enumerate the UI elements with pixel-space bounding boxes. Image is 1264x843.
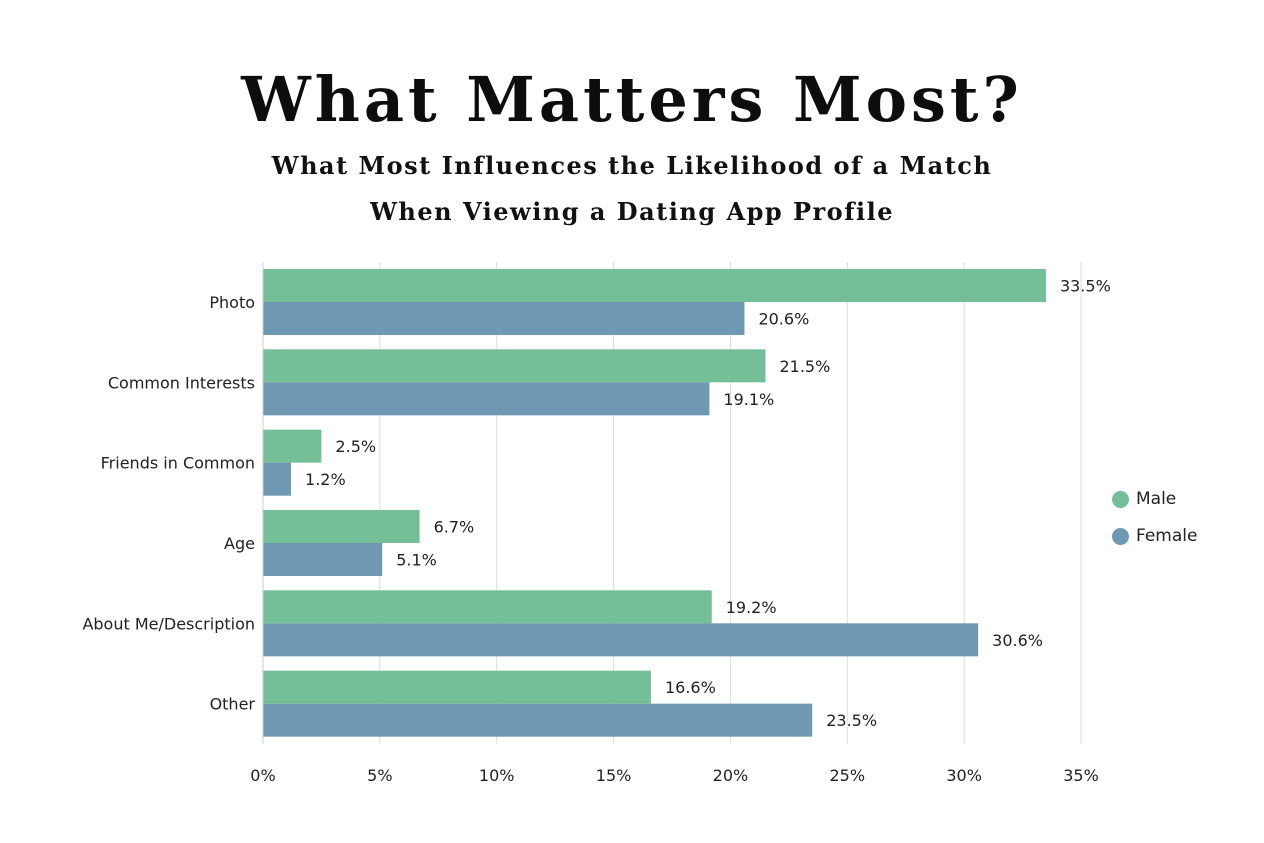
bar-female (263, 462, 292, 496)
legend-label-female: Female (1136, 526, 1198, 546)
legend-item-female: Female (1112, 524, 1197, 548)
x-tick-label: 15% (596, 766, 632, 785)
chart-title: What Matters Most? (241, 63, 1023, 136)
data-label: 20.6% (758, 310, 809, 329)
chart-subtitle-line-1: What Most Influences the Likelihood of a… (271, 151, 993, 180)
category-label: Age (224, 534, 255, 553)
bar-male (263, 670, 651, 704)
data-label: 6.7% (434, 518, 475, 537)
x-tick-label: 10% (479, 766, 515, 785)
chart-subtitle-line-2: When Viewing a Dating App Profile (369, 197, 895, 226)
bar-male (263, 269, 1046, 302)
bar-male (263, 349, 766, 383)
data-label: 2.5% (335, 437, 376, 456)
category-label: Photo (209, 293, 255, 312)
bar-male (263, 510, 420, 543)
data-label: 30.6% (992, 631, 1043, 650)
category-label: Other (210, 695, 256, 714)
x-tick-label: 0% (250, 766, 275, 785)
x-tick-label: 20% (713, 766, 749, 785)
bar-female (263, 302, 745, 335)
legend-label-male: Male (1136, 489, 1177, 509)
data-label: 21.5% (779, 357, 830, 376)
bar-female (263, 623, 979, 657)
data-label: 1.2% (305, 470, 346, 489)
bar-female (263, 703, 813, 737)
category-label: Friends in Common (101, 454, 255, 473)
x-tick-label: 30% (946, 766, 982, 785)
data-label: 19.2% (726, 598, 777, 617)
x-tick-label: 35% (1063, 766, 1099, 785)
legend-swatch-female (1112, 527, 1129, 545)
bar-male (263, 429, 322, 463)
data-label: 33.5% (1060, 277, 1111, 296)
bar-male (263, 590, 712, 624)
bar-female (263, 543, 383, 576)
legend-item-male: Male (1112, 487, 1176, 511)
category-label: About Me/Description (82, 614, 255, 633)
data-label: 16.6% (665, 678, 716, 697)
legend-swatch-male (1112, 490, 1129, 508)
category-label: Common Interests (108, 373, 255, 392)
x-tick-label: 25% (830, 766, 866, 785)
data-label: 23.5% (826, 711, 877, 730)
x-tick-label: 5% (367, 766, 392, 785)
bar-female (263, 382, 710, 416)
data-label: 19.1% (723, 390, 774, 409)
data-label: 5.1% (396, 551, 437, 570)
